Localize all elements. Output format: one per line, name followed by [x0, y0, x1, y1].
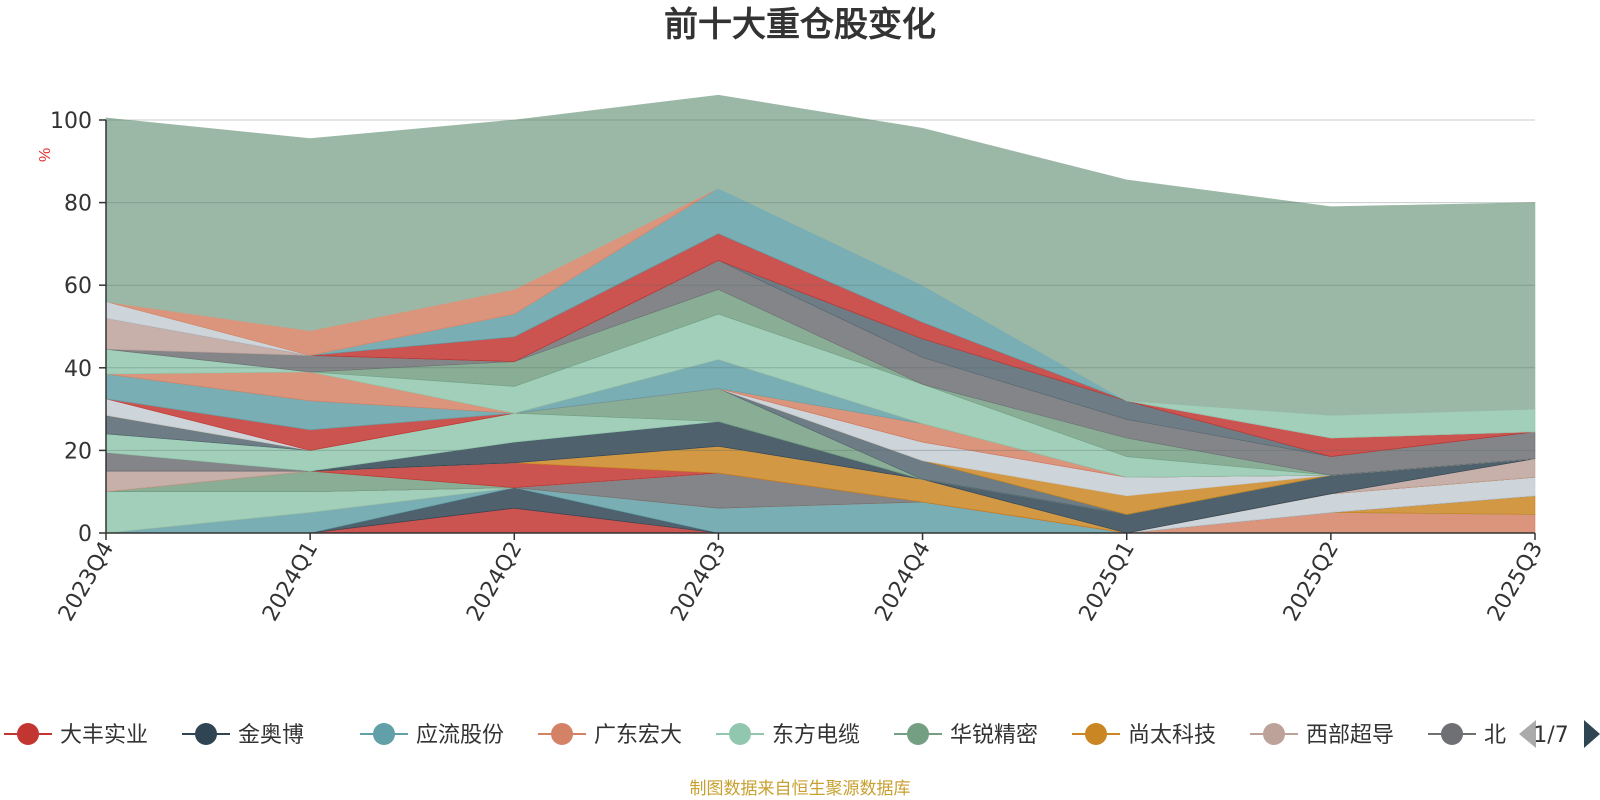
x-tick-label: 2024Q1 [258, 538, 323, 626]
x-tick-label: 2023Q4 [54, 538, 119, 626]
legend-marker [195, 723, 217, 745]
legend: 大丰实业 金奥博 应流股份 广东宏大 东方电缆 华锐精密 尚太科技 西部超导 北 1/7 [4, 720, 1600, 748]
legend-page-indicator: 1/7 [1533, 723, 1568, 748]
legend-label[interactable]: 华锐精密 [950, 723, 1038, 748]
legend-label[interactable]: 大丰实业 [60, 723, 148, 748]
x-tick-label: 2024Q2 [462, 538, 527, 626]
legend-label[interactable]: 尚太科技 [1128, 723, 1216, 748]
x-tick-label: 2024Q4 [870, 538, 935, 626]
legend-label[interactable]: 西部超导 [1306, 723, 1394, 748]
legend-label[interactable]: 金奥博 [238, 723, 304, 748]
legend-label[interactable]: 应流股份 [416, 723, 504, 748]
area-series-37 [105, 94, 1536, 416]
y-tick-label: 20 [64, 439, 92, 464]
legend-next-arrow-icon[interactable] [1584, 720, 1600, 748]
x-tick-label: 2025Q3 [1483, 538, 1548, 626]
legend-marker [1085, 723, 1107, 745]
area-layers [105, 94, 1536, 534]
legend-marker [551, 723, 573, 745]
y-tick-label: 100 [50, 109, 92, 134]
legend-marker [729, 723, 751, 745]
legend-label[interactable]: 北 [1484, 723, 1506, 748]
y-tick-label: 40 [64, 357, 92, 382]
legend-prev-arrow-icon[interactable] [1519, 720, 1536, 748]
x-tick-label: 2024Q3 [666, 538, 731, 626]
legend-marker [1263, 723, 1285, 745]
x-tick-label: 2025Q1 [1075, 538, 1140, 626]
legend-label[interactable]: 东方电缆 [772, 723, 860, 748]
legend-marker [1441, 723, 1463, 745]
legend-marker [373, 723, 395, 745]
legend-marker [907, 723, 929, 745]
grid-lines [106, 119, 1535, 534]
data-source-note: 制图数据来自恒生聚源数据库 [690, 779, 911, 799]
legend-label[interactable]: 广东宏大 [594, 723, 682, 748]
y-tick-label: 60 [64, 274, 92, 299]
legend-marker [17, 723, 39, 745]
chart-title: 前十大重仓股变化 [664, 5, 936, 45]
y-tick-label: 80 [64, 192, 92, 217]
y-axis-unit: % [37, 148, 54, 162]
x-tick-label: 2025Q2 [1279, 538, 1344, 626]
y-tick-label: 0 [78, 522, 92, 547]
